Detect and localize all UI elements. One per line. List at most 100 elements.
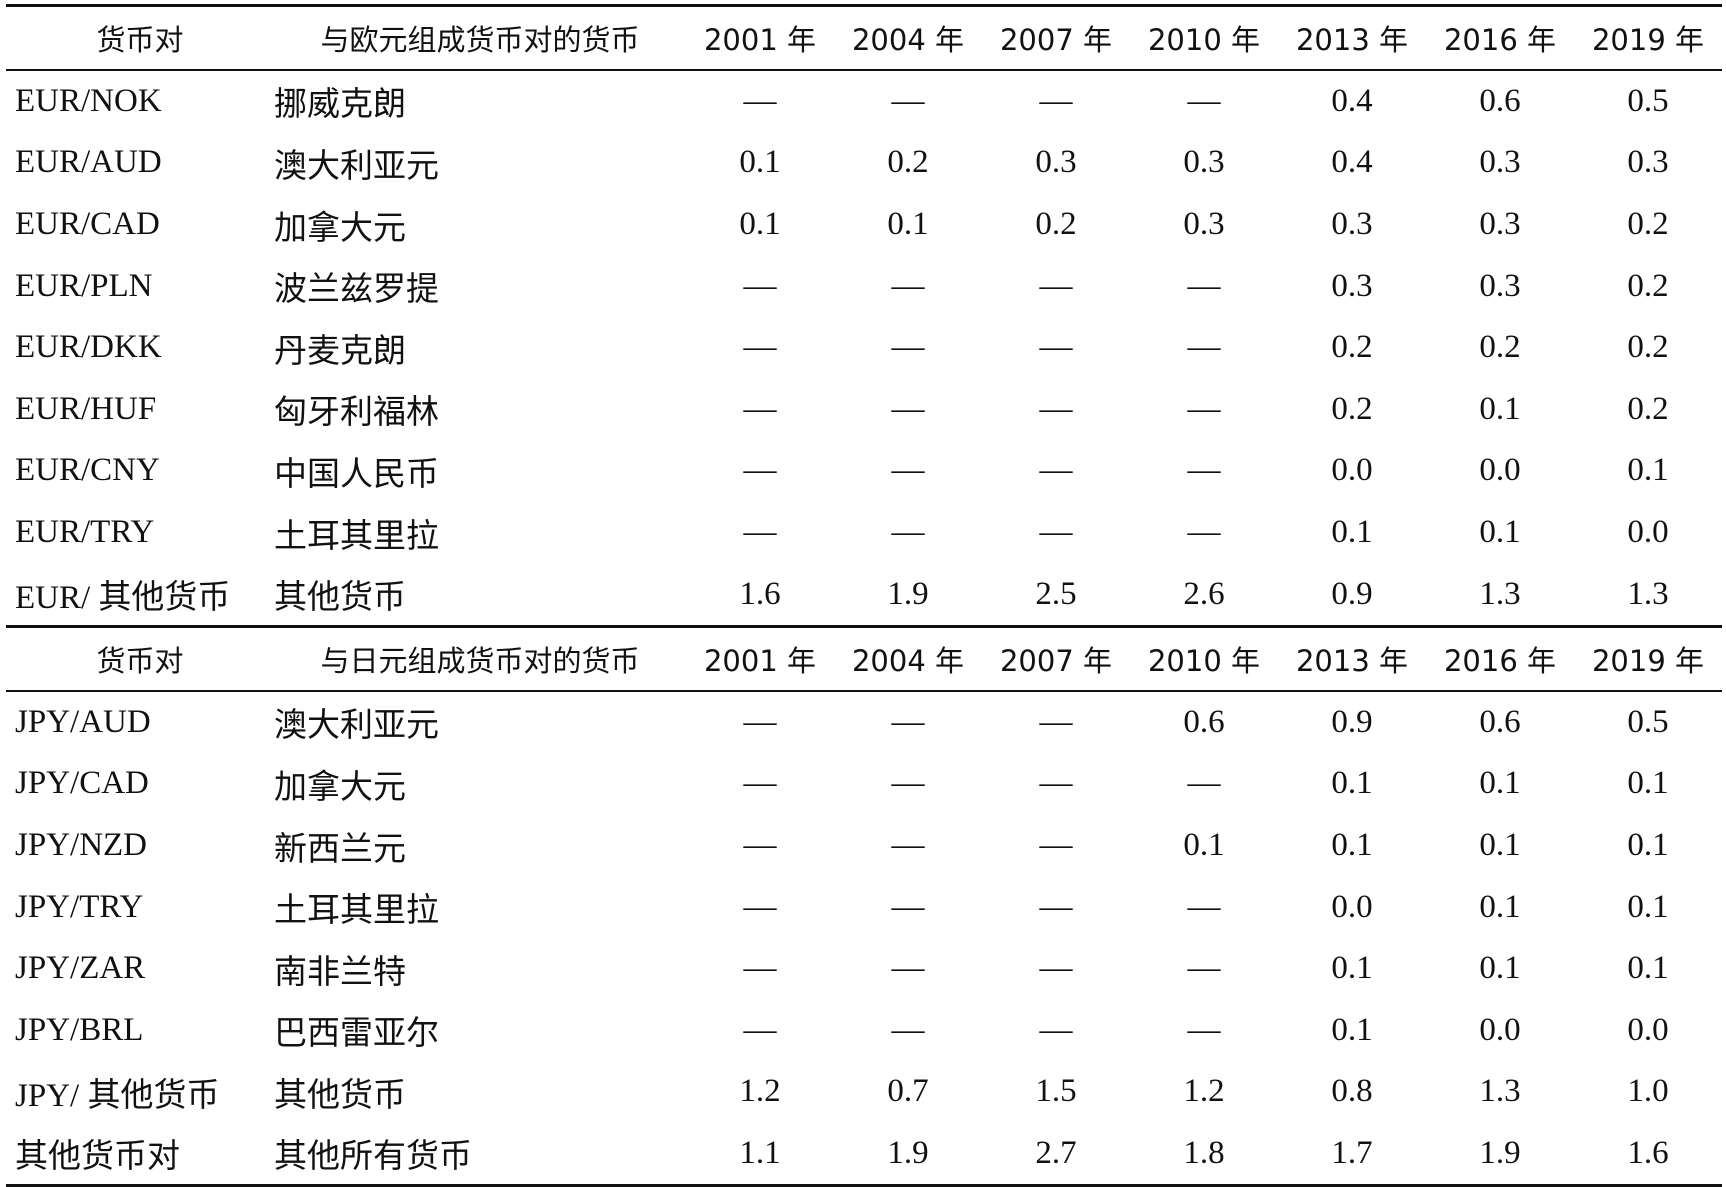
pair-cell: EUR/HUF [15, 390, 157, 427]
value-cell: — [743, 390, 777, 427]
value-cell: 0.1 [1627, 950, 1669, 987]
pair-cell: JPY/AUD [15, 703, 151, 740]
value-cell: — [1039, 703, 1073, 740]
data-row: 其他货币对 其他所有货币 1.1 1.9 2.7 1.8 1.7 1.9 1.6 [6, 1123, 1722, 1186]
value-cell: — [743, 514, 777, 551]
header-row: 货币对 与欧元组成货币对的货币 2001 年 2004 年 2007 年 2010 年 20… [6, 5, 1722, 70]
value-cell: 0.1 [1331, 827, 1373, 864]
value-cell: 0.1 [1627, 888, 1669, 925]
value-cell: 1.6 [1627, 1134, 1669, 1171]
value-cell: — [1039, 765, 1073, 802]
value-cell: 0.1 [1479, 950, 1521, 987]
value-cell: 1.0 [1627, 1073, 1669, 1110]
value-cell: 1.7 [1331, 1134, 1373, 1171]
pair-cell: JPY/ZAR [15, 950, 146, 987]
value-cell: 0.4 [1331, 144, 1373, 181]
data-row: EUR/HUF 匈牙利福林 — — — — 0.2 0.1 0.2 [6, 379, 1722, 441]
value-cell: 0.5 [1627, 703, 1669, 740]
value-cell: 1.9 [1479, 1134, 1521, 1171]
value-cell: — [743, 703, 777, 740]
value-cell: 0.3 [1479, 144, 1521, 181]
currency-cell: 加拿大元 [274, 210, 406, 247]
column-header: 2004 年 [851, 22, 965, 57]
currency-cell: 丹麦克朗 [274, 333, 406, 370]
data-row: EUR/TRY 土耳其里拉 — — — — 0.1 0.1 0.0 [6, 502, 1722, 564]
value-cell: 0.1 [1479, 514, 1521, 551]
value-cell: 0.8 [1331, 1073, 1373, 1110]
value-cell: 0.2 [1035, 206, 1077, 243]
column-header: 2007 年 [999, 22, 1113, 57]
column-header: 2016 年 [1443, 643, 1557, 678]
value-cell: 0.2 [1331, 329, 1373, 366]
value-cell: 0.2 [1627, 267, 1669, 304]
value-cell: 0.0 [1331, 888, 1373, 925]
column-header: 2010 年 [1147, 643, 1261, 678]
value-cell: — [743, 888, 777, 925]
value-cell: 0.1 [1479, 390, 1521, 427]
pair-cell: EUR/AUD [15, 144, 162, 181]
value-cell: 0.3 [1331, 267, 1373, 304]
value-cell: 1.2 [1183, 1073, 1225, 1110]
value-cell: 1.3 [1479, 1073, 1521, 1110]
value-cell: — [1187, 1011, 1221, 1048]
currency-cell: 波兰兹罗提 [274, 272, 439, 309]
pair-cell: EUR/NOK [15, 82, 162, 119]
value-cell: 0.0 [1627, 1011, 1669, 1048]
value-cell: 0.5 [1627, 82, 1669, 119]
value-cell: 0.1 [739, 206, 781, 243]
value-cell: — [891, 82, 925, 119]
value-cell: 0.1 [1331, 950, 1373, 987]
data-row: EUR/CNY 中国人民币 — — — — 0.0 0.0 0.1 [6, 440, 1722, 502]
value-cell: 1.9 [887, 1134, 929, 1171]
value-cell: 0.3 [1627, 144, 1669, 181]
data-row: EUR/ 其他货币 其他货币 1.6 1.9 2.5 2.6 0.9 1.3 1.3 [6, 563, 1722, 626]
value-cell: — [1187, 82, 1221, 119]
value-cell: 2.7 [1035, 1134, 1077, 1171]
value-cell: 0.9 [1331, 575, 1373, 612]
data-row: EUR/AUD 澳大利亚元 0.1 0.2 0.3 0.3 0.4 0.3 0.3 [6, 132, 1722, 194]
currency-cell: 澳大利亚元 [274, 148, 439, 185]
value-cell: — [1187, 950, 1221, 987]
value-cell: 0.0 [1331, 452, 1373, 489]
value-cell: — [891, 514, 925, 551]
value-cell: 2.5 [1035, 575, 1077, 612]
value-cell: 0.3 [1183, 206, 1225, 243]
value-cell: — [1039, 267, 1073, 304]
value-cell: 0.1 [1479, 765, 1521, 802]
value-cell: 0.3 [1479, 267, 1521, 304]
value-cell: — [1187, 390, 1221, 427]
currency-cell: 匈牙利福林 [274, 395, 439, 432]
value-cell: 0.0 [1479, 452, 1521, 489]
data-row: EUR/DKK 丹麦克朗 — — — — 0.2 0.2 0.2 [6, 317, 1722, 379]
value-cell: — [743, 765, 777, 802]
currency-cell: 南非兰特 [274, 954, 406, 991]
currency-cell: 其他所有货币 [274, 1139, 472, 1176]
value-cell: 1.6 [739, 575, 781, 612]
data-row: EUR/PLN 波兰兹罗提 — — — — 0.3 0.3 0.2 [6, 255, 1722, 317]
value-cell: 0.1 [1331, 1011, 1373, 1048]
value-cell: — [891, 888, 925, 925]
value-cell: 1.2 [739, 1073, 781, 1110]
pair-cell: EUR/CNY [15, 452, 160, 489]
value-cell: — [743, 267, 777, 304]
value-cell: 0.3 [1035, 144, 1077, 181]
value-cell: 0.6 [1479, 703, 1521, 740]
data-row: JPY/NZD 新西兰元 — — — 0.1 0.1 0.1 0.1 [6, 815, 1722, 877]
data-row: JPY/AUD 澳大利亚元 — — — 0.6 0.9 0.6 0.5 [6, 691, 1722, 754]
column-header: 2013 年 [1295, 643, 1409, 678]
column-header: 2013 年 [1295, 22, 1409, 57]
value-cell: 0.1 [1331, 765, 1373, 802]
value-cell: 0.1 [887, 206, 929, 243]
value-cell: 0.4 [1331, 82, 1373, 119]
value-cell: — [891, 390, 925, 427]
value-cell: 0.3 [1183, 144, 1225, 181]
column-header: 与日元组成货币对的货币 [320, 643, 640, 678]
table-section: 货币对 与日元组成货币对的货币 2001 年 2004 年 2007 年 2010 年 20… [6, 626, 1722, 1186]
pair-cell: EUR/DKK [15, 329, 162, 366]
value-cell: — [1039, 827, 1073, 864]
value-cell: 0.2 [1627, 329, 1669, 366]
currency-cell: 挪威克朗 [274, 87, 406, 124]
pair-cell: EUR/CAD [15, 206, 160, 243]
currency-cell: 其他货币 [274, 580, 406, 617]
